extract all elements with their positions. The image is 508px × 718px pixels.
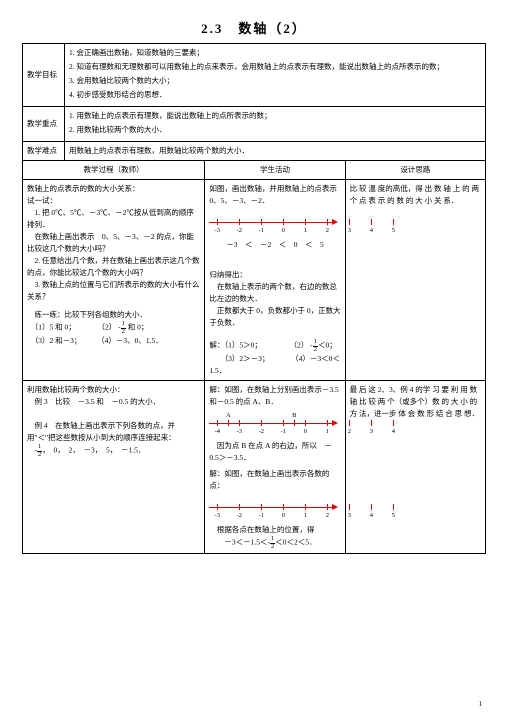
goal-4: 4. 初步感受数形结合的思想．: [69, 89, 481, 101]
b1-t1: 试一试：: [27, 195, 200, 207]
b1-t3: 2. 任意给出几个数，并在数轴上画出表示这几个数的点，你能比较这几个数的大小吗？: [27, 255, 200, 279]
b1-p1: （1）5 和 0； （2） -12 和 0；: [27, 321, 200, 335]
difficulty-cell: 用数轴上的点表示有理数，用数轴比较两个数的大小．: [65, 142, 486, 161]
b1-s0: 如图，画出数轴，并用数轴上的点表示 0、5、－3、－2．: [209, 183, 340, 207]
b1-t2b: 在数轴上画出表示 0、5、－3、－2 的点，你能比较这几个数的大小吗？: [27, 231, 200, 255]
numberline-1: -3-2-1012345: [209, 210, 340, 236]
col-teacher: 教学过程（教师）: [23, 161, 205, 180]
page-title: 2.3 数轴（2）: [22, 18, 486, 37]
b2-student: 解：如图，在数轴上分别画出表示－3.5 和－0.5 的点 A、B． -4-3-2…: [205, 381, 345, 554]
b1-t4: 3. 数轴上点的位置与它们所表示的数的大小有什么关系？: [27, 279, 200, 303]
col-student: 学生活动: [205, 161, 345, 180]
b1-s3: 在数轴上表示的两个数，右边的数总比左边的数大．: [209, 281, 340, 305]
b2-t0: 利用数轴比较两个数的大小：: [27, 384, 200, 396]
b1-student: 如图，画出数轴，并用数轴上的点表示 0、5、－3、－2． -3-2-101234…: [205, 180, 345, 381]
goal-2: 2. 知道有理数和无理数都可以用数轴上的点来表示，会用数轴上的点表示有理数，能说…: [69, 61, 481, 73]
b1-a2: （3）2＞－3； （4）－3＜0＜1.5．: [209, 353, 340, 377]
b1-s4: 正数都大于 0，负数都小于 0，正数大于负数．: [209, 305, 340, 329]
goal-1: 1. 会正确画出数轴，知道数轴的三要素；: [69, 47, 481, 59]
b2-t1: 例 3 比较 －3.5 和 －0.5 的大小．: [27, 396, 200, 408]
b2-s1: 因为点 B 在点 A 的右边，所以 －0.5＞－3.5．: [209, 440, 340, 464]
keypoint-cell: 1. 用数轴上的点表示有理数，能说出数轴上的点所表示的数； 2. 用数轴比较两个…: [65, 107, 486, 142]
goal-cell: 1. 会正确画出数轴，知道数轴的三要素； 2. 知道有理数和无理数都可以用数轴上…: [65, 44, 486, 107]
b1-s2: 归纳得出：: [209, 269, 340, 281]
numberline-3: -3-2-1012345: [209, 495, 340, 521]
b1-t5: 练一练：比较下列各组数的大小．: [27, 309, 200, 321]
label-goal: 教学目标: [23, 44, 65, 107]
page-number: 1: [479, 700, 483, 708]
b1-t2a: 1. 把 0℃、5℃、－3℃、－2℃按从低到高的顺序排列．: [27, 207, 200, 231]
b2-teacher: 利用数轴比较两个数的大小： 例 3 比较 －3.5 和 －0.5 的大小． 例 …: [23, 381, 205, 554]
b1-p2: （3）2 和－3； （4）－3、0、1.5．: [27, 335, 200, 347]
kp-2: 2. 用数轴比较两个数的大小．: [69, 124, 481, 136]
label-difficulty: 教学难点: [23, 142, 65, 161]
b2-design: 最 后 这 2、3、例 4 的学 习 要 利 用 数 轴 比 较 两 个（或多个…: [345, 381, 485, 554]
b2-s0: 解：如图，在数轴上分别画出表示－3.5 和－0.5 的点 A、B．: [209, 384, 340, 408]
b2-s2: 解：如图，在数轴上画出表示各数的点：: [209, 468, 340, 492]
b2-t3: -12， 0， 2， －3， 5， －1.5．: [27, 444, 200, 458]
b2-s4: －3＜－1.5＜-12＜0＜2＜5．: [209, 536, 340, 550]
b1-teacher: 数轴上的点表示的数的大小关系： 试一试： 1. 把 0℃、5℃、－3℃、－2℃按…: [23, 180, 205, 381]
b1-s1: －3 ＜ －2 ＜ 0 ＜ 5: [209, 239, 340, 251]
b1-t0: 数轴上的点表示的数的大小关系：: [27, 183, 200, 195]
b1-a1: 解：（1）5＞0； （2） -12＜0；: [209, 339, 340, 353]
numberline-2: -4-3-2-101234AB: [209, 411, 340, 437]
b2-t2: 例 4 在数轴上画出表示下列各数的点，并用"＜"把这些数按从小到大的顺序连接起来…: [27, 420, 200, 444]
goal-3: 3. 会用数轴比较两个数的大小；: [69, 75, 481, 87]
b2-s3: 根据各点在数轴上的位置，得: [209, 524, 340, 536]
kp-1: 1. 用数轴上的点表示有理数，能说出数轴上的点所表示的数；: [69, 110, 481, 122]
col-design: 设计思路: [345, 161, 485, 180]
b1-design: 比 较 温 度的高低，得 出 数 轴 上 的 两 个 点 表 示 的 数 的 大…: [345, 180, 485, 381]
lesson-table: 教学目标 1. 会正确画出数轴，知道数轴的三要素； 2. 知道有理数和无理数都可…: [22, 43, 486, 554]
label-keypoint: 教学重点: [23, 107, 65, 142]
